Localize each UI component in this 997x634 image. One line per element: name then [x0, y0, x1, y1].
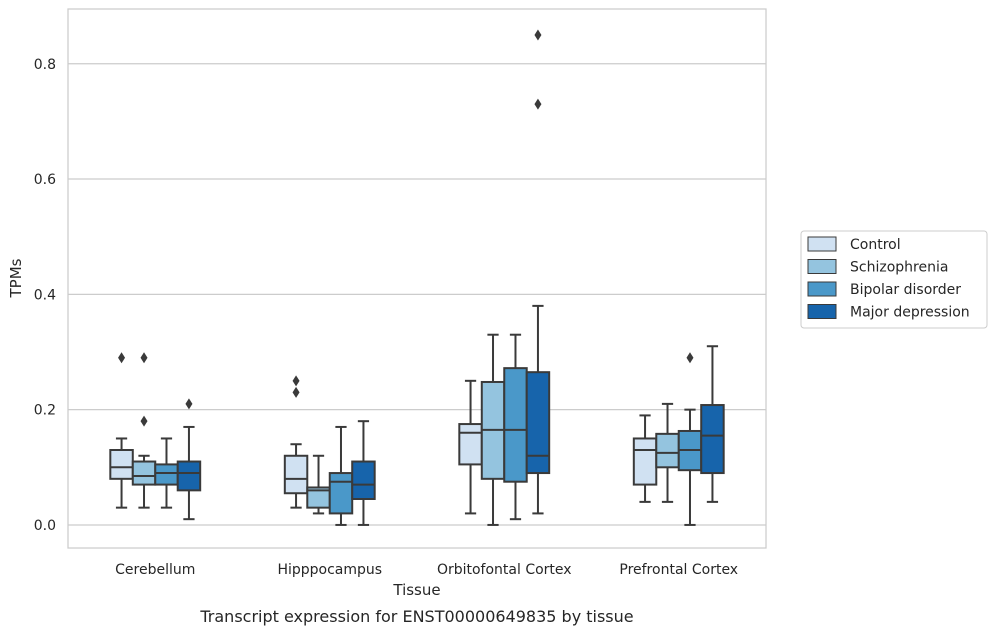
y-tick-label: 0.4 [34, 287, 56, 303]
box-bipolar-disorder [677, 352, 703, 526]
y-tick-labels: 0.0 0.2 0.4 0.6 0.8 [34, 57, 56, 534]
iqr-box [351, 460, 376, 501]
iqr-box [503, 367, 528, 483]
x-tick-label: Prefrontal Cortex [619, 562, 738, 578]
y-tick-label: 0.6 [34, 172, 56, 188]
box-schizophrenia [131, 352, 157, 509]
y-axis-label: TPMs [7, 258, 25, 298]
legend-swatch [807, 304, 837, 319]
iqr-box [154, 463, 179, 486]
legend-label: Schizophrenia [850, 260, 948, 276]
box-schizophrenia [655, 402, 680, 503]
x-axis-label: Tissue [392, 581, 440, 599]
box-control [109, 352, 134, 509]
chart-caption: Transcript expression for ENST0000064983… [199, 607, 633, 626]
legend: Control Schizophrenia Bipolar disorder Majo… [800, 230, 988, 329]
legend-swatch [807, 259, 837, 274]
iqr-box [176, 460, 202, 492]
boxes [109, 29, 725, 526]
box-major-depression [176, 398, 202, 521]
outlier-point [534, 29, 542, 41]
box-schizophrenia [480, 333, 506, 526]
outlier-point [140, 415, 148, 427]
iqr-box [131, 460, 157, 486]
outlier-point [686, 352, 694, 364]
outlier-point [140, 352, 148, 364]
x-tick-label: Orbitofontal Cortex [437, 562, 572, 578]
legend-swatch [807, 236, 837, 252]
box-major-depression [700, 345, 725, 503]
legend-frame [800, 230, 988, 329]
iqr-box [328, 472, 354, 515]
iqr-box [632, 437, 658, 486]
legend-label: Control [850, 237, 901, 253]
outlier-point [292, 375, 300, 387]
box-bipolar-disorder [154, 437, 179, 509]
box-major-depression [525, 29, 551, 515]
iqr-box [283, 454, 309, 495]
box-control [458, 379, 483, 515]
y-tick-label: 0.0 [34, 518, 56, 534]
iqr-box [109, 449, 134, 480]
x-tick-label: Cerebellum [115, 562, 195, 578]
outlier-point [118, 352, 126, 364]
iqr-box [458, 423, 483, 466]
plot-area-frame [67, 8, 767, 549]
box-major-depression [351, 420, 376, 526]
box-control [283, 375, 309, 509]
x-tick-labels: Cerebellum Hipppocampus Orbitofontal Corte… [115, 562, 738, 578]
legend-swatch [807, 281, 837, 297]
x-tick-label: Hipppocampus [277, 562, 382, 578]
iqr-box [525, 371, 551, 475]
box-bipolar-disorder [328, 425, 354, 526]
iqr-box [655, 432, 680, 469]
y-tick-label: 0.2 [34, 403, 56, 419]
box-bipolar-disorder [503, 333, 528, 521]
y-tick-label: 0.8 [34, 57, 56, 73]
legend-label: Bipolar disorder [850, 282, 961, 298]
grid-lines [68, 63, 766, 526]
outlier-point [534, 98, 542, 110]
outlier-point [292, 386, 300, 398]
box-control [632, 414, 658, 503]
outlier-point [185, 398, 193, 410]
box-schizophrenia [306, 454, 331, 515]
iqr-box [700, 404, 725, 475]
legend-label: Major depression [850, 305, 970, 321]
